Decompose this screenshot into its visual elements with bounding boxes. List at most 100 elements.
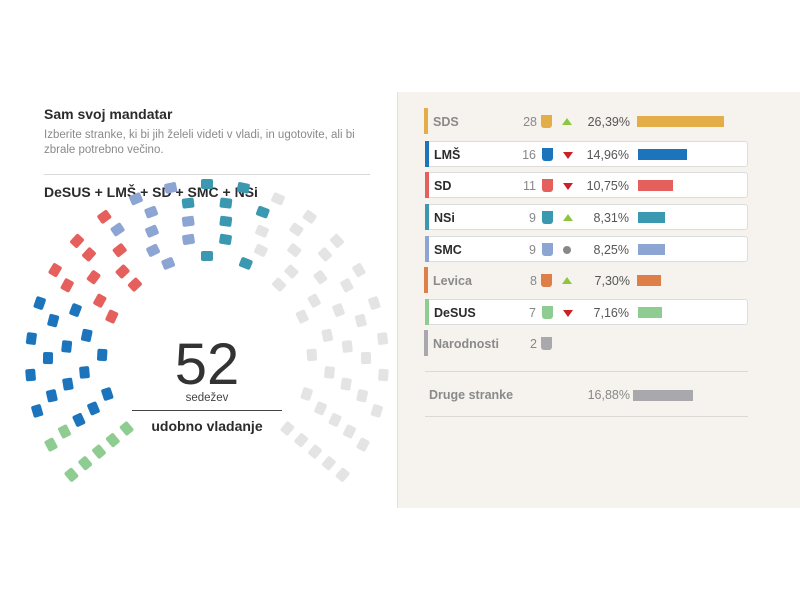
seat-empty [343, 424, 356, 439]
party-row-lmš[interactable]: LMŠ 16 14,96% [425, 140, 748, 167]
seat-empty [308, 444, 322, 459]
seat-sd [127, 277, 142, 292]
party-pct-bar [637, 116, 725, 127]
seat-nsi [181, 197, 195, 209]
seat-sd [86, 270, 101, 285]
seat-smc [164, 182, 178, 194]
others-bar [633, 390, 693, 401]
party-seat-cup-icon [541, 273, 552, 287]
party-seat-cup-icon [542, 147, 553, 161]
seat-unit-label: sedežev [185, 392, 229, 404]
seat-empty [328, 413, 342, 427]
seat-empty [352, 263, 366, 278]
party-color-stripe [424, 329, 428, 356]
seat-smc [146, 243, 161, 257]
seat-lmš [69, 303, 82, 317]
others-row: Druge stranke 16,88% [425, 386, 748, 406]
trend-up-icon [563, 214, 573, 222]
seat-count: 52 [174, 332, 240, 397]
seat-nsi [238, 257, 253, 270]
seat-lmš [31, 404, 44, 418]
seat-empty [332, 303, 345, 317]
party-name: DeSUS [434, 306, 476, 321]
seat-empty [354, 313, 367, 328]
party-seats: 7 [529, 306, 536, 321]
seat-lmš [96, 348, 108, 362]
party-color-stripe [425, 140, 429, 167]
seat-empty [356, 437, 370, 452]
seat-empty [360, 352, 372, 365]
party-row-sds[interactable]: SDS 28 26,39% [424, 108, 748, 135]
seat-empty [321, 328, 334, 342]
seat-empty [306, 348, 318, 362]
seat-empty [295, 309, 309, 324]
seat-desus [78, 456, 93, 471]
page-subtitle: Izberite stranke, ki bi jih želeli videt… [44, 129, 355, 156]
party-name: SD [434, 179, 452, 194]
party-color-stripe [425, 235, 429, 262]
seat-divider [132, 410, 282, 411]
party-name: SMC [434, 242, 462, 257]
others-pct: 16,88% [587, 388, 630, 402]
party-pct-bar [637, 274, 662, 286]
seat-empty [335, 467, 350, 482]
seat-sd [105, 309, 119, 324]
seat-smc [129, 192, 143, 206]
seat-nsi [201, 179, 213, 189]
party-row-levica[interactable]: Levica 8 7,30% [424, 266, 748, 294]
party-row-sd[interactable]: SD 11 10,75% [425, 172, 748, 199]
others-divider-bottom [425, 416, 748, 417]
seat-empty [368, 296, 381, 310]
seat-sd [70, 233, 84, 248]
seat-lmš [33, 296, 46, 310]
party-pct-bar [638, 243, 666, 255]
party-row-nsi[interactable]: NSi 9 8,31% [425, 204, 748, 231]
party-name: SDS [433, 115, 459, 129]
party-pct: 10,75% [586, 179, 629, 194]
party-row-desus[interactable]: DeSUS 7 7,16% [425, 299, 748, 326]
party-seat-cup-icon [542, 179, 553, 193]
party-seats: 11 [523, 179, 536, 194]
party-seat-cup-icon [542, 211, 553, 225]
hemicycle-panel: Sam svoj mandatar Izberite stranke, ki b… [0, 92, 397, 508]
seat-empty [253, 243, 268, 257]
seat-empty [294, 433, 309, 448]
party-name: Narodnosti [433, 336, 499, 351]
seat-desus [119, 421, 134, 436]
seat-nsi [219, 197, 233, 209]
seat-sd [82, 247, 96, 262]
seat-smc [181, 215, 195, 227]
trend-up-icon [562, 276, 572, 284]
seat-empty [330, 233, 344, 248]
seat-lmš [61, 340, 73, 353]
party-seats: 28 [523, 115, 537, 129]
seat-smc [182, 233, 195, 245]
seat-empty [321, 456, 336, 471]
party-color-stripe [424, 108, 428, 134]
party-pct-bar [638, 307, 662, 319]
party-pct: 8,25% [593, 242, 629, 257]
party-row-narodnosti[interactable]: Narodnosti 2 [424, 329, 748, 357]
party-name: NSi [434, 211, 455, 226]
seat-desus [44, 437, 58, 452]
seat-empty [324, 366, 335, 379]
seat-empty [313, 270, 328, 285]
divider [44, 174, 370, 175]
seat-lmš [79, 366, 90, 379]
verdict-label: udobno vladanje [151, 418, 263, 434]
party-seats: 2 [530, 336, 537, 351]
party-pct-bar [638, 180, 674, 192]
party-row-smc[interactable]: SMC 9 8,25% [425, 235, 748, 262]
party-pct-bar [638, 148, 688, 160]
seat-smc [161, 257, 176, 270]
seat-nsi [219, 233, 232, 245]
seat-empty [271, 192, 285, 206]
seat-empty [280, 421, 295, 436]
seat-sd [97, 210, 112, 224]
party-pct: 26,39% [587, 115, 630, 129]
seat-empty [302, 210, 317, 224]
seat-sd [115, 264, 130, 279]
seat-empty [272, 277, 287, 292]
seat-desus [64, 467, 79, 482]
seat-nsi [201, 251, 213, 261]
